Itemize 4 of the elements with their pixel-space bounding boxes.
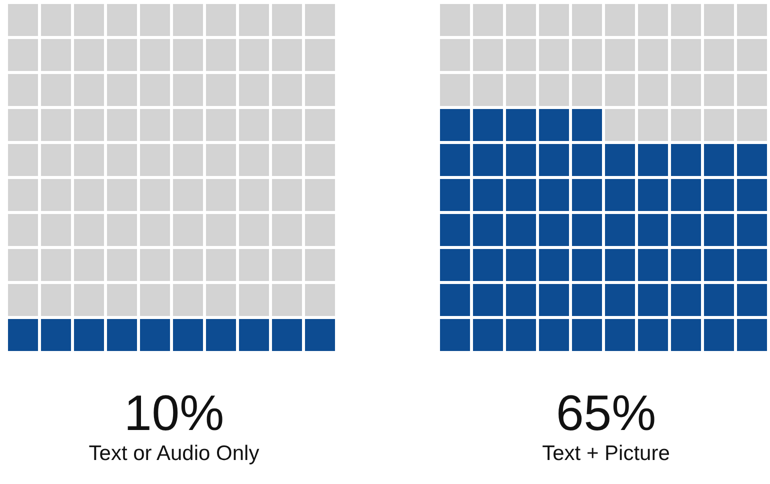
category-label: Text + Picture bbox=[541, 441, 671, 467]
category-label: Text or Audio Only bbox=[88, 441, 260, 467]
data-label: 10% bbox=[122, 385, 226, 441]
data-label: 65% bbox=[554, 385, 658, 441]
